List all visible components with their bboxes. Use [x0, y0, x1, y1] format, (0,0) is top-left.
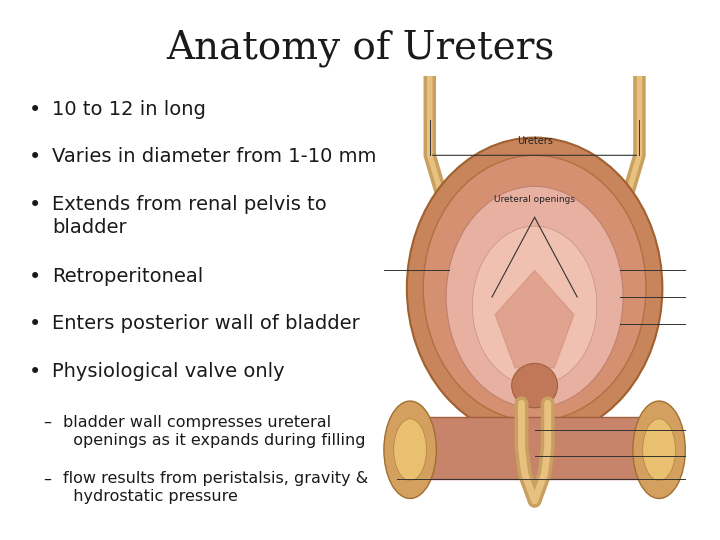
Text: Ureters: Ureters	[517, 137, 552, 146]
Text: Extends from renal pelvis to
bladder: Extends from renal pelvis to bladder	[52, 195, 327, 237]
Ellipse shape	[446, 186, 623, 408]
Text: Physiological valve only: Physiological valve only	[52, 362, 284, 381]
Text: •: •	[29, 100, 41, 120]
Text: –: –	[43, 471, 51, 487]
Text: •: •	[29, 314, 41, 334]
Polygon shape	[495, 271, 574, 368]
Ellipse shape	[394, 419, 426, 481]
Text: flow results from peristalsis, gravity &
  hydrostatic pressure: flow results from peristalsis, gravity &…	[63, 471, 369, 504]
Text: –: –	[43, 415, 51, 430]
Text: •: •	[29, 195, 41, 215]
Ellipse shape	[384, 401, 436, 498]
Text: Varies in diameter from 1-10 mm: Varies in diameter from 1-10 mm	[52, 147, 377, 166]
Ellipse shape	[643, 419, 675, 481]
Text: bladder wall compresses ureteral
  openings as it expands during filling: bladder wall compresses ureteral opening…	[63, 415, 366, 448]
Ellipse shape	[407, 138, 662, 438]
Bar	[397, 416, 672, 478]
Text: Ureteral openings: Ureteral openings	[494, 195, 575, 204]
Text: 10 to 12 in long: 10 to 12 in long	[52, 100, 206, 119]
Text: Retroperitoneal: Retroperitoneal	[52, 267, 203, 286]
Ellipse shape	[423, 156, 646, 421]
Text: •: •	[29, 147, 41, 167]
Text: •: •	[29, 267, 41, 287]
Ellipse shape	[633, 401, 685, 498]
Text: Enters posterior wall of bladder: Enters posterior wall of bladder	[52, 314, 359, 333]
Text: Anatomy of Ureters: Anatomy of Ureters	[166, 30, 554, 67]
Ellipse shape	[512, 363, 557, 408]
Text: •: •	[29, 362, 41, 382]
Ellipse shape	[472, 226, 597, 386]
